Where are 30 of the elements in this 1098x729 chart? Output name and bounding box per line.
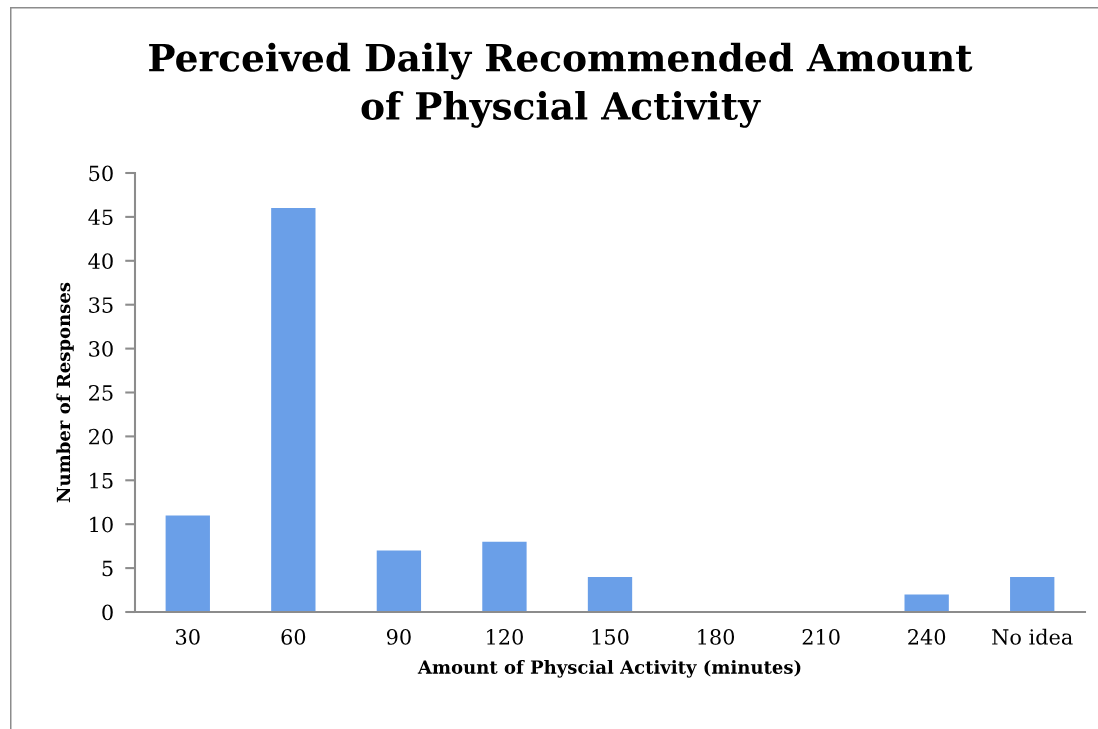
bar bbox=[904, 594, 949, 612]
bar bbox=[271, 208, 316, 612]
y-tick-label: 25 bbox=[89, 384, 113, 401]
x-tick-label: 120 bbox=[487, 629, 523, 645]
y-tick-label: 10 bbox=[90, 516, 113, 533]
bar bbox=[587, 576, 633, 612]
y-tick-label: 0 bbox=[102, 604, 113, 621]
y-tick-label: 30 bbox=[89, 341, 113, 357]
bar bbox=[376, 550, 422, 612]
bar bbox=[165, 515, 210, 612]
y-tick-label: 40 bbox=[88, 253, 113, 270]
y-tick-label: 45 bbox=[88, 209, 113, 226]
bar bbox=[482, 541, 527, 612]
x-tick-label: 90 bbox=[386, 629, 411, 645]
x-tick-label: 210 bbox=[802, 629, 840, 645]
y-tick-label: 20 bbox=[89, 428, 113, 445]
y-tick-label: 50 bbox=[89, 165, 113, 182]
x-tick-label: 150 bbox=[592, 629, 629, 645]
bar bbox=[1010, 576, 1055, 612]
x-tick-label: 180 bbox=[698, 629, 735, 645]
x-tick-label: 240 bbox=[908, 629, 946, 645]
x-axis-title: Amount of Physcial Activity (minutes) bbox=[417, 659, 801, 678]
x-tick-label: 30 bbox=[176, 629, 200, 645]
x-tick-label: No idea bbox=[992, 628, 1073, 645]
y-tick-label: 35 bbox=[89, 297, 113, 313]
y-tick-label: 15 bbox=[90, 472, 113, 489]
chart-title: Perceived Daily Recommended Amount of Physcial Activity bbox=[149, 42, 973, 128]
y-tick-label: 5 bbox=[102, 560, 113, 577]
y-axis-title: Number of Responses bbox=[56, 282, 74, 503]
x-tick-label: 60 bbox=[281, 629, 306, 645]
